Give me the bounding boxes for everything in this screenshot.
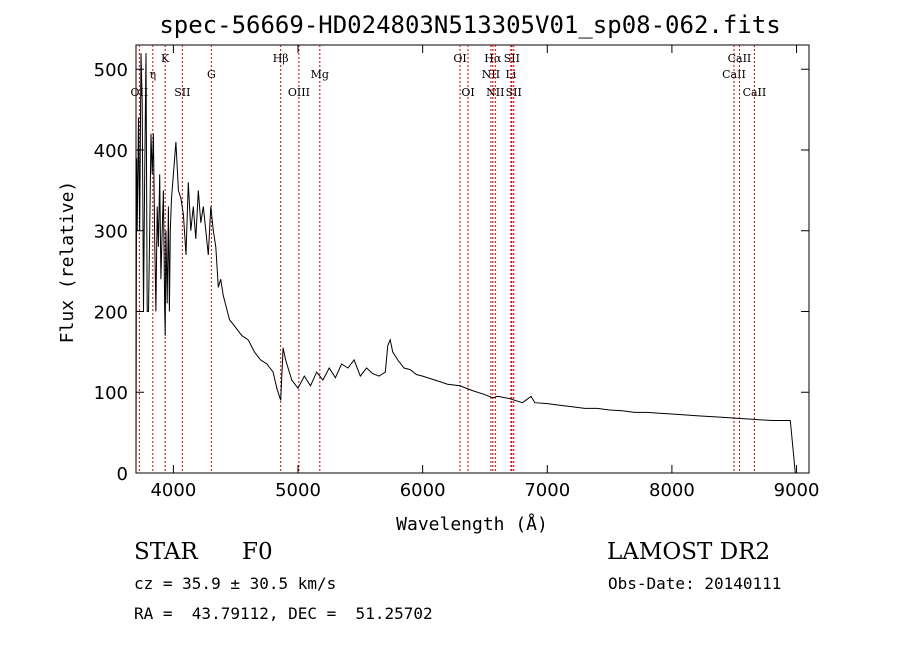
spectral-line-label: CaII [743,86,767,99]
x-tick-label: 9000 [774,480,820,501]
x-tick-label: 4000 [150,480,196,501]
x-tick-label: 6000 [400,480,446,501]
spectral-line-label: K [161,52,170,65]
spectral-line-label: OIII [288,86,310,99]
spectral-line-markers: OIIηKSIIGHβOIIIMgOIOINIIHαNIISIILiSIICaI… [131,45,767,473]
y-tick-label: 400 [94,141,128,162]
object-subclass: F0 [242,539,273,565]
spectral-line-label: SII [506,86,522,99]
y-tick-label: 0 [117,464,128,485]
x-tick-label: 7000 [524,480,570,501]
chart-title: spec-56669-HD024803N513305V01_sp08-062.f… [159,11,780,39]
axis-ticks: 4000 5000 6000 7000 8000 9000 0 100 200 300 400 500 [94,45,820,501]
spectral-line-label: η [150,68,157,81]
spectral-line-label: OII [131,86,149,99]
spectral-line-label: NII [486,86,504,99]
spectral-line-label: CaII [722,68,746,81]
spectral-line-label: Li [505,68,516,81]
spectral-line-label: Hβ [273,52,289,65]
y-tick-label: 300 [94,222,128,243]
object-class: STAR [134,539,198,565]
y-axis-label: Flux (relative) [57,181,78,344]
sky-coordinates: RA = 43.79112, DEC = 51.25702 [134,604,433,623]
x-axis-label: Wavelength (Å) [396,513,548,535]
y-tick-label: 200 [94,302,128,323]
spectral-line-label: SII [174,86,190,99]
spectral-line-label: Mg [311,68,329,81]
spectral-line-label: SII [504,52,520,65]
spectrum-line [135,53,796,474]
spectral-line-label: CaII [728,52,752,65]
spectral-line-label: OI [453,52,466,65]
x-tick-label: 5000 [275,480,321,501]
spectral-line-label: G [207,68,216,81]
spectral-line-label: NII [482,68,500,81]
redshift-value: cz = 35.9 ± 30.5 km/s [134,574,337,593]
x-tick-label: 8000 [649,480,695,501]
spectral-line-label: OI [461,86,474,99]
spectral-line-label: Hα [484,52,502,65]
plot-frame [135,44,810,474]
survey-name: LAMOST DR2 [607,539,771,565]
observation-date: Obs-Date: 20140111 [608,574,782,593]
y-tick-label: 500 [94,60,128,81]
y-tick-label: 100 [94,383,128,404]
